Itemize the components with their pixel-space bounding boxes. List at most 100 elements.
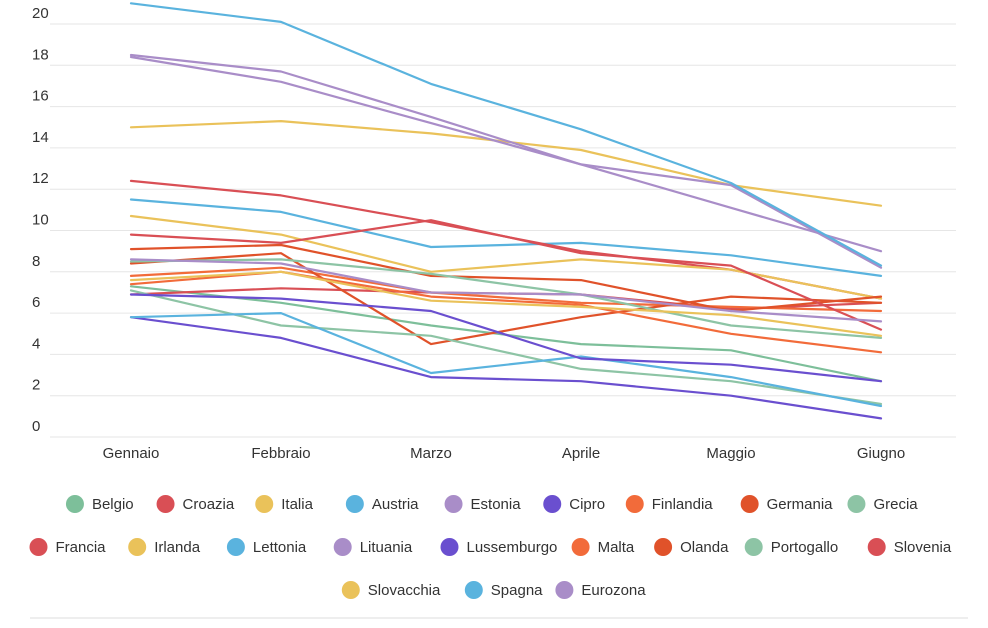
legend-item-belgio[interactable]: Belgio bbox=[65, 495, 134, 513]
legend-swatch bbox=[345, 495, 364, 513]
legend-item-olanda[interactable]: Olanda bbox=[654, 538, 729, 556]
series-line-grecia[interactable] bbox=[129, 289, 883, 406]
legend-item-italia[interactable]: Italia bbox=[255, 495, 314, 513]
legend-item-slovacchia[interactable]: Slovacchia bbox=[341, 581, 441, 599]
x-axis-ticks: Gennaio Febbraio Marzo Aprile Maggio Giugno bbox=[103, 445, 906, 462]
legend-swatch bbox=[654, 538, 673, 556]
legend-label: Slovacchia bbox=[368, 582, 441, 599]
legend-label: Croazia bbox=[183, 496, 235, 513]
legend-item-malta[interactable]: Malta bbox=[571, 538, 635, 556]
legend-label: Portogallo bbox=[771, 539, 839, 556]
series-line-germania[interactable] bbox=[129, 252, 883, 346]
legend-item-lituania[interactable]: Lituania bbox=[333, 538, 413, 556]
legend-swatch bbox=[555, 581, 574, 599]
legend-item-cipro[interactable]: Cipro bbox=[543, 495, 605, 513]
legend-item-francia[interactable]: Francia bbox=[29, 538, 107, 556]
legend-label: Olanda bbox=[680, 539, 729, 556]
legend-label: Malta bbox=[598, 539, 635, 556]
series-line-lussemburgo[interactable] bbox=[129, 293, 883, 383]
legend-item-slovenia[interactable]: Slovenia bbox=[867, 538, 952, 556]
legend-label: Belgio bbox=[92, 496, 134, 513]
legend-item-finlandia[interactable]: Finlandia bbox=[625, 495, 714, 513]
legend-swatch bbox=[867, 538, 886, 556]
legend-swatch bbox=[543, 495, 562, 513]
legend-swatch bbox=[333, 538, 352, 556]
series-lines bbox=[129, 2, 883, 420]
legend-item-lettonia[interactable]: Lettonia bbox=[226, 538, 307, 556]
legend-label: Cipro bbox=[569, 496, 605, 513]
legend-swatch bbox=[740, 495, 759, 513]
series-line-portogallo[interactable] bbox=[129, 258, 883, 339]
y-tick-label: 4 bbox=[32, 335, 40, 352]
legend-swatch bbox=[625, 495, 644, 513]
series-line-slovacchia[interactable] bbox=[129, 270, 883, 337]
legend-label: Lussemburgo bbox=[467, 539, 558, 556]
legend-label: Lettonia bbox=[253, 539, 307, 556]
legend-swatch bbox=[226, 538, 245, 556]
legend-swatch bbox=[444, 495, 463, 513]
legend-label: Germania bbox=[767, 496, 834, 513]
legend-label: Grecia bbox=[873, 496, 918, 513]
series-line-estonia[interactable] bbox=[129, 53, 883, 253]
x-tick-label: Gennaio bbox=[103, 445, 160, 462]
legend-label: Irlanda bbox=[154, 539, 201, 556]
legend-item-grecia[interactable]: Grecia bbox=[847, 495, 918, 513]
legend-item-germania[interactable]: Germania bbox=[740, 495, 834, 513]
x-tick-label: Febbraio bbox=[251, 445, 310, 462]
y-tick-label: 14 bbox=[32, 129, 49, 146]
legend-item-austria[interactable]: Austria bbox=[345, 495, 419, 513]
legend-item-irlanda[interactable]: Irlanda bbox=[128, 538, 201, 556]
y-tick-label: 8 bbox=[32, 253, 40, 270]
series-line-italia[interactable] bbox=[129, 119, 883, 207]
legend-swatch bbox=[464, 581, 483, 599]
series-line-cipro[interactable] bbox=[129, 316, 883, 420]
x-tick-label: Maggio bbox=[706, 445, 755, 462]
series-line-spagna[interactable] bbox=[129, 2, 883, 267]
legend-label: Spagna bbox=[491, 582, 543, 599]
x-tick-label: Aprile bbox=[562, 445, 600, 462]
legend-item-portogallo[interactable]: Portogallo bbox=[744, 538, 839, 556]
series-line-lituania[interactable] bbox=[129, 55, 883, 269]
y-tick-label: 12 bbox=[32, 170, 49, 187]
legend-swatch bbox=[341, 581, 360, 599]
legend-label: Lituania bbox=[360, 539, 413, 556]
legend-label: Finlandia bbox=[652, 496, 714, 513]
x-tick-label: Giugno bbox=[857, 445, 905, 462]
y-tick-label: 10 bbox=[32, 212, 49, 229]
legend-item-spagna[interactable]: Spagna bbox=[464, 581, 543, 599]
legend-item-eurozona[interactable]: Eurozona bbox=[555, 581, 646, 599]
legend-item-lussemburgo[interactable]: Lussemburgo bbox=[440, 538, 558, 556]
series-line-olanda[interactable] bbox=[129, 243, 883, 313]
legend-swatch bbox=[571, 538, 590, 556]
legend-label: Estonia bbox=[471, 496, 522, 513]
y-tick-label: 6 bbox=[32, 294, 40, 311]
legend-swatch bbox=[847, 495, 866, 513]
y-axis-ticks: 0 2 4 6 8 10 12 14 16 18 20 bbox=[32, 5, 49, 435]
legend-swatch bbox=[440, 538, 459, 556]
legend-label: Eurozona bbox=[581, 582, 646, 599]
y-tick-label: 2 bbox=[32, 377, 40, 394]
legend-label: Slovenia bbox=[894, 539, 952, 556]
y-tick-label: 20 bbox=[32, 5, 49, 22]
y-tick-label: 0 bbox=[32, 418, 40, 435]
series-line-eurozona[interactable] bbox=[129, 258, 883, 323]
legend-swatch bbox=[65, 495, 84, 513]
legend[interactable]: Belgio Croazia Italia Austria Estonia Cipro Fi… bbox=[29, 495, 952, 599]
legend-swatch bbox=[128, 538, 147, 556]
legend-swatch bbox=[255, 495, 274, 513]
legend-swatch bbox=[156, 495, 175, 513]
legend-item-croazia[interactable]: Croazia bbox=[156, 495, 235, 513]
series-line-lettonia[interactable] bbox=[129, 312, 883, 408]
legend-item-estonia[interactable]: Estonia bbox=[444, 495, 522, 513]
legend-label: Francia bbox=[56, 539, 107, 556]
x-tick-label: Marzo bbox=[410, 445, 452, 462]
legend-swatch bbox=[744, 538, 763, 556]
legend-label: Austria bbox=[372, 496, 419, 513]
legend-label: Italia bbox=[281, 496, 313, 513]
legend-swatch bbox=[29, 538, 48, 556]
y-tick-label: 16 bbox=[32, 88, 49, 105]
series-line-austria[interactable] bbox=[129, 198, 883, 277]
series-line-irlanda[interactable] bbox=[129, 214, 883, 300]
series-line-slovenia[interactable] bbox=[129, 219, 883, 331]
